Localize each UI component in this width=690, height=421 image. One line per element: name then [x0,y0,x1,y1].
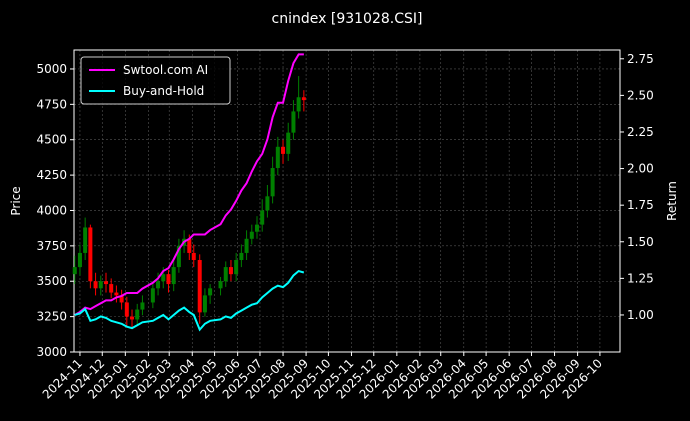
y2-tick-label: 1.75 [627,198,654,212]
candle-body [244,238,249,253]
candle-body [270,168,275,197]
candle-body [72,267,77,275]
candle-body [119,295,124,303]
candle-body [208,288,213,296]
legend-label: Buy-and-Hold [123,84,204,98]
candle-body [166,274,171,285]
candle-body [103,281,108,285]
y-tick-label: 4000 [36,203,67,217]
candle-body [275,146,280,169]
candle-body [260,210,265,225]
candle-body [286,132,291,154]
candle-body [98,281,103,289]
y-tick-label: 5000 [36,62,67,76]
y-tick-label: 4500 [36,133,67,147]
candle-body [135,309,140,320]
chart-title: cnindex [931028.CSI] [272,11,423,27]
y2-tick-label: 1.50 [627,235,654,249]
candle-body [228,267,233,275]
y2-tick-label: 2.25 [627,125,654,139]
candle-body [124,302,129,317]
candle-body [301,97,306,101]
y2-tick-label: 2.75 [627,52,654,66]
candle-body [176,245,181,268]
y-tick-label: 3250 [36,310,67,324]
candle-body [239,252,244,261]
y-tick-label: 3000 [36,345,67,359]
candle-body [88,227,93,282]
candle-body [291,111,296,133]
candle-body [187,238,192,253]
y2-tick-label: 2.50 [627,88,654,102]
candle-body [197,260,202,313]
candle-body [296,97,301,112]
candle-body [150,288,155,303]
candle-body [77,252,82,268]
candle-body [171,267,176,285]
candle-body [83,227,88,253]
line-series [74,269,305,332]
legend-box [80,56,231,105]
y2-tick-label: 2.00 [627,162,654,176]
y2-tick-label: 1.25 [627,271,654,285]
y-tick-label: 4250 [36,168,67,182]
candle-body [223,267,228,282]
y-tick-label: 3500 [36,274,67,288]
y2-tick-label: 1.00 [627,308,654,322]
legend: Swtool.com AI Buy-and-Hold [80,56,231,105]
candle-body [254,224,259,232]
y-tick-label: 4750 [36,97,67,111]
candle-body [281,146,286,154]
candle-body [234,260,239,275]
candle-body [249,231,254,239]
y-axis-label: Price [9,186,23,215]
y2-axis-label: Return [665,181,679,221]
legend-label: Swtool.com AI [123,63,208,77]
line-series [74,53,304,316]
candle-body [93,281,98,289]
candle-body [202,295,207,313]
candle-body [265,196,270,211]
candle-body [191,252,196,261]
candle-body [130,316,135,320]
candle-body [218,281,223,289]
candle-body [114,292,119,296]
plot-frame [73,49,621,353]
candle-body [140,302,145,310]
candle-body [109,284,114,293]
y-tick-label: 3750 [36,239,67,253]
candle-body [156,281,161,289]
candle-body [161,274,166,282]
